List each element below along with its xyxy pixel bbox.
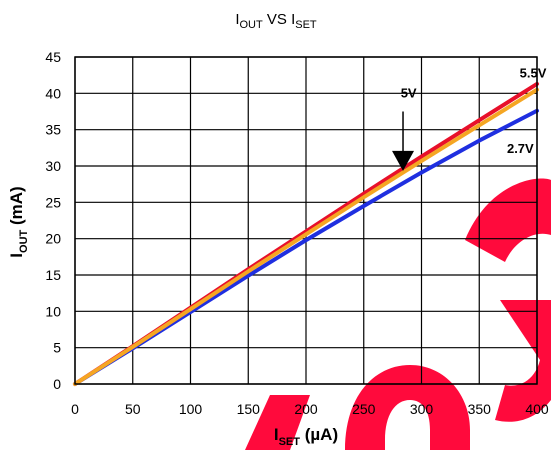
watermark-logo [245,178,551,450]
y-tick-label: 30 [45,158,61,174]
y-tick-label: 15 [45,267,61,283]
axes: 0 50 100 150 200 250 300 350 400 0 5 10 15 20 25 30 35 40… [45,49,548,417]
x-tick-label: 400 [525,401,549,417]
watermark-shape-3 [465,178,551,262]
series-annotation: 5V [401,86,417,101]
y-tick-label: 40 [45,85,61,101]
y-tick-label: 5 [53,340,61,356]
annotations: 5.5V 5V 2.7V [392,65,547,171]
x-tick-label: 250 [352,401,376,417]
y-tick-label: 35 [45,122,61,138]
x-tick-label: 100 [179,401,203,417]
y-tick-label: 25 [45,194,61,210]
x-tick-label: 300 [410,401,434,417]
y-tick-label: 20 [45,231,61,247]
y-tick-label: 45 [45,49,61,65]
series-lines [73,81,539,386]
annotation-arrow-head [392,150,415,171]
y-axis-label: IOUT (mA) [7,186,30,257]
chart-title: IOUT VS ISET [235,11,317,31]
series-annotation: 2.7V [507,141,534,156]
series-annotation: 5.5V [520,65,547,80]
watermark-shape-2 [345,365,470,450]
plot-frame [74,56,538,385]
x-tick-label: 0 [71,401,79,417]
watermark-shape-1 [245,395,310,450]
y-tick-label: 0 [53,376,61,392]
x-axis-label: ISET (µA) [274,425,338,448]
y-tick-label: 10 [45,303,61,319]
x-tick-label: 200 [294,401,318,417]
grid [74,56,538,385]
x-tick-label: 350 [468,401,492,417]
x-tick-label: 50 [125,401,141,417]
series-line [73,87,539,386]
x-tick-label: 150 [237,401,261,417]
